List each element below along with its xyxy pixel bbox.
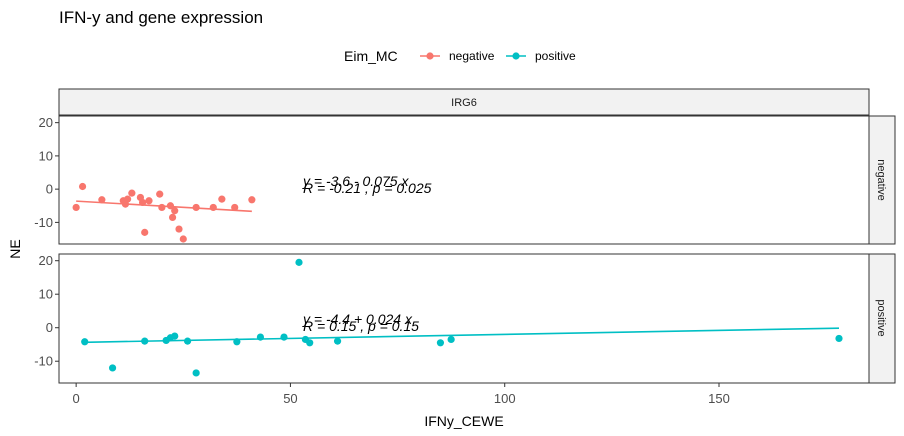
legend-label-positive: positive: [535, 49, 576, 63]
data-point-positive: [295, 258, 303, 266]
data-point-negative: [123, 195, 132, 203]
data-point-negative: [179, 235, 187, 243]
data-point-negative: [231, 203, 239, 212]
equation-positive: y = -4.4 + 0.024 x: [302, 311, 413, 327]
y-tick-label: 10: [39, 148, 53, 163]
row-strip-positive-label: positive: [875, 299, 887, 336]
data-point-negative: [158, 203, 166, 212]
data-point-positive: [835, 334, 843, 343]
data-point-negative: [141, 228, 149, 236]
data-point-negative: [175, 225, 183, 233]
data-point-positive: [256, 333, 265, 341]
y-tick-label: 0: [46, 320, 53, 335]
data-point-positive: [436, 339, 445, 347]
panel-negative: -10 0 10 20 y = -3.6 - 0.075 x R = -0.21 , …: [34, 115, 896, 245]
panel-negative-border: [58, 115, 870, 245]
y-tick-label: 20: [39, 115, 53, 130]
data-point-negative: [156, 190, 164, 198]
data-point-positive: [333, 337, 342, 345]
data-point-negative: [248, 196, 256, 204]
equation-negative: y = -3.6 - 0.075 x: [302, 173, 409, 189]
row-strip-negative-box: [868, 115, 896, 245]
panel-positive-border: [58, 253, 870, 384]
x-axis: 0 50 100 150: [73, 383, 730, 406]
row-strip-positive-box: [868, 253, 896, 384]
x-tick-label: 100: [494, 391, 516, 406]
x-tick-label: 0: [73, 391, 80, 406]
data-point-positive: [141, 337, 149, 345]
data-point-negative: [171, 207, 179, 215]
y-axis-title: NE: [7, 239, 23, 258]
correlation-positive: R = 0.15 , p = 0.15: [303, 318, 419, 334]
data-point-positive: [233, 338, 241, 346]
data-point-positive: [280, 333, 288, 341]
chart-title: IFN-y and gene expression: [59, 8, 263, 27]
column-strip-box: [58, 88, 870, 116]
y-tick-label: -10: [34, 215, 53, 230]
data-point-negative: [138, 198, 147, 207]
data-point-positive: [192, 369, 200, 377]
y-tick-label: -10: [34, 354, 53, 369]
legend-label-negative: negative: [449, 49, 495, 63]
legend: Eim_MC negative positive: [344, 48, 576, 64]
data-point-positive: [447, 335, 455, 344]
panel-positive: -10 0 10 20 y = -4.4 + 0.024 x R = 0.15 , p…: [34, 253, 896, 384]
legend-title: Eim_MC: [344, 48, 398, 64]
data-point-negative: [168, 213, 177, 222]
y-tick-label: 10: [39, 287, 53, 302]
correlation-negative: R = -0.21 , p = 0.025: [303, 180, 432, 196]
data-point-negative: [192, 203, 200, 212]
y-tick-label: 0: [46, 182, 53, 197]
data-point-negative: [72, 203, 80, 212]
data-point-negative: [78, 182, 87, 191]
data-point-negative: [209, 203, 217, 212]
data-point-positive: [108, 364, 117, 372]
x-axis-title: IFNy_CEWE: [424, 413, 503, 429]
data-point-positive: [306, 339, 314, 347]
y-tick-label: 20: [39, 253, 53, 268]
data-point-positive: [183, 337, 192, 345]
data-point-positive: [81, 338, 89, 346]
x-tick-label: 150: [708, 391, 730, 406]
data-point-negative: [218, 195, 226, 203]
data-point-negative: [166, 202, 175, 210]
legend-key-point-positive: [512, 52, 520, 60]
row-strip-negative-label: negative: [875, 159, 887, 201]
data-point-negative: [98, 196, 106, 204]
data-point-negative: [128, 189, 136, 197]
x-tick-label: 50: [283, 391, 297, 406]
column-strip: IRG6: [58, 88, 870, 116]
data-point-negative: [145, 197, 153, 205]
legend-key-point-negative: [426, 52, 434, 60]
data-point-positive: [171, 332, 179, 340]
column-strip-label: IRG6: [451, 97, 477, 109]
fit-line-positive: [84, 327, 840, 344]
